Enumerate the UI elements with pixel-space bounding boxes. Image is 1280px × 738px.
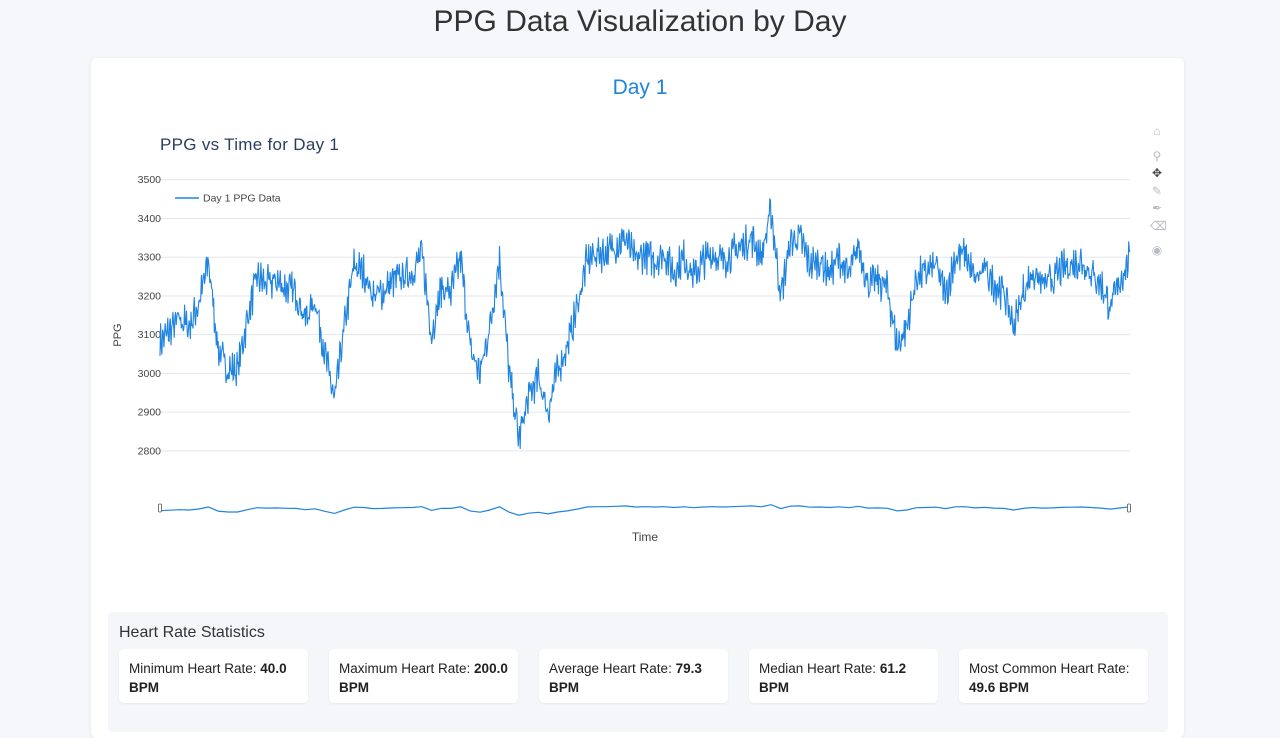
stat-label: Median Heart Rate: bbox=[759, 661, 880, 676]
draw-icon[interactable]: ✎ bbox=[1151, 183, 1163, 198]
chart-gridlines bbox=[160, 179, 1130, 452]
stat-min-heart-rate: Minimum Heart Rate: 40.0 BPM bbox=[119, 649, 308, 703]
range-slider-left-handle bbox=[158, 503, 162, 513]
x-axis-label: Time bbox=[632, 530, 659, 544]
chart-title: PPG vs Time for Day 1 bbox=[160, 135, 340, 154]
series-line-day1 bbox=[159, 197, 1131, 449]
range-slider-right-handle bbox=[1127, 503, 1131, 513]
y-tick-label: 3400 bbox=[138, 213, 162, 225]
legend-label: Day 1 PPG Data bbox=[203, 193, 281, 205]
stat-max-heart-rate: Maximum Heart Rate: 200.0 BPM bbox=[329, 649, 518, 703]
erase-icon[interactable]: ⌫ bbox=[1150, 218, 1167, 233]
stat-median-heart-rate: Median Heart Rate: 61.2 BPM bbox=[749, 649, 938, 703]
y-axis-ticks: 2800 2900 3000 3100 3200 3300 3400 3500 bbox=[138, 174, 162, 457]
range-slider-line bbox=[159, 504, 1131, 516]
stat-value: 200.0 BPM bbox=[339, 661, 508, 695]
y-tick-label: 3300 bbox=[138, 252, 162, 264]
pan-icon[interactable]: ✥ bbox=[1151, 166, 1163, 180]
stat-average-heart-rate: Average Heart Rate: 79.3 BPM bbox=[539, 649, 728, 703]
home-icon[interactable]: ⌂ bbox=[1153, 124, 1161, 138]
zoom-icon[interactable]: ⚲ bbox=[1152, 148, 1162, 163]
stat-value: 61.2 BPM bbox=[759, 661, 907, 695]
stat-value: 49.6 BPM bbox=[969, 680, 1030, 695]
y-tick-label: 2900 bbox=[138, 407, 162, 419]
stat-label: Average Heart Rate: bbox=[549, 661, 676, 676]
draw-open-icon[interactable]: ✒ bbox=[1151, 201, 1163, 215]
y-tick-label: 3000 bbox=[138, 368, 162, 380]
range-slider[interactable] bbox=[158, 498, 1131, 520]
stat-value: 79.3 BPM bbox=[549, 661, 702, 695]
page-title: PPG Data Visualization by Day bbox=[433, 5, 847, 38]
stat-label: Minimum Heart Rate: bbox=[129, 661, 261, 676]
y-tick-label: 3100 bbox=[138, 329, 162, 341]
heart-rate-statistics-panel: Heart Rate Statistics Minimum Heart Rate… bbox=[108, 612, 1168, 732]
y-tick-label: 3200 bbox=[138, 290, 162, 302]
day-title: Day 1 bbox=[612, 76, 668, 99]
y-tick-label: 2800 bbox=[138, 445, 162, 457]
stats-title: Heart Rate Statistics bbox=[119, 624, 265, 641]
chart-modebar: ⌂ ⚲ ✥ ✎ ✒ ⌫ ◉ bbox=[1150, 124, 1167, 261]
y-axis-label: PPG bbox=[112, 323, 124, 346]
stat-most-common-heart-rate: Most Common Heart Rate: 49.6 BPM bbox=[959, 649, 1148, 703]
legend[interactable]: Day 1 PPG Data bbox=[175, 193, 281, 205]
stat-value: 40.0 BPM bbox=[129, 661, 287, 695]
camera-icon[interactable]: ◉ bbox=[1151, 243, 1163, 257]
stat-label: Maximum Heart Rate: bbox=[339, 661, 475, 676]
stat-label: Most Common Heart Rate: bbox=[969, 661, 1130, 676]
ppg-line-chart[interactable]: 2800 2900 3000 3100 3200 3300 3400 3500 Day 1 P… bbox=[0, 0, 1280, 720]
y-tick-label: 3500 bbox=[138, 174, 162, 186]
